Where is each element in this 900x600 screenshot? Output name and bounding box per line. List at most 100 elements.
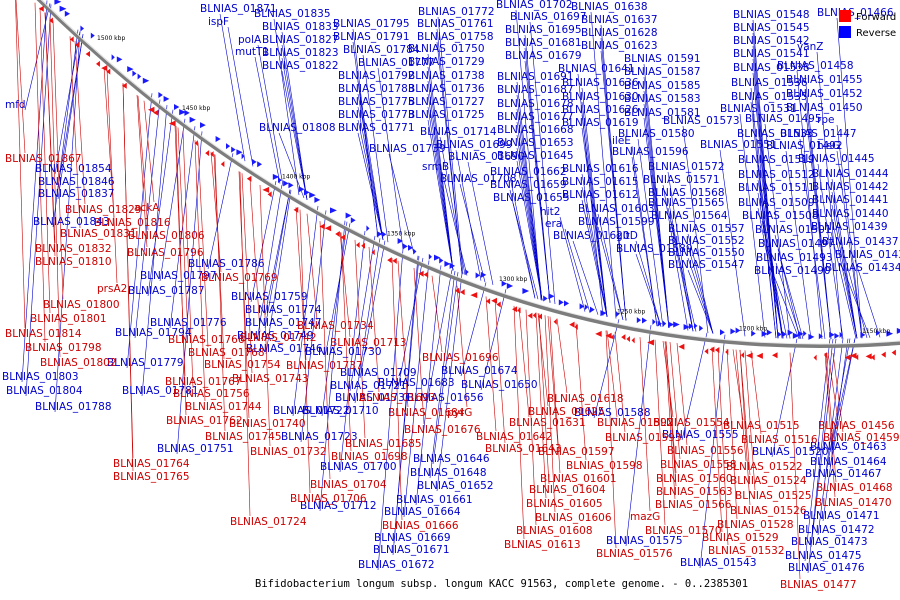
- leader-line: [281, 70, 308, 200]
- forward-gene-arrow: [512, 306, 518, 313]
- gene-label: BLNIAS_01458: [777, 60, 854, 72]
- forward-gene-arrow: [714, 346, 720, 353]
- leader-line: [581, 186, 608, 317]
- leader-line: [597, 226, 624, 321]
- gene-label: BLNIAS_01788: [35, 401, 112, 413]
- gene-label: BLNIAS_01808: [259, 122, 336, 134]
- reverse-gene-arrow: [137, 73, 142, 80]
- leader-line: [319, 221, 331, 480]
- gene-label: BLNIAS_01774: [245, 304, 322, 316]
- gene-label: BLNIAS_01493: [756, 252, 833, 264]
- leader-line: [687, 245, 714, 334]
- forward-gene-arrow: [756, 352, 763, 359]
- reverse-gene-arrow: [787, 329, 794, 336]
- leader-line: [362, 54, 389, 243]
- scale-tick-label: 1450 kbp: [182, 105, 210, 112]
- leader-line: [392, 255, 419, 556]
- leader-line: [804, 338, 831, 562]
- gene-label: BLNIAS_01679: [505, 50, 582, 62]
- forward-gene-arrow: [319, 223, 325, 230]
- gene-label: BLNIAS_01447: [780, 128, 857, 140]
- gene-label: BLNIAS_01501: [755, 224, 832, 236]
- leader-line: [654, 339, 666, 526]
- reverse-gene-arrow: [116, 56, 123, 63]
- gene-label: BLNIAS_01776: [150, 317, 227, 329]
- leader-line: [300, 210, 327, 443]
- gene-label: BLNIAS_01581: [624, 107, 701, 119]
- reverse-gene-arrow: [694, 322, 698, 329]
- reverse-gene-arrow: [80, 25, 85, 32]
- leader-line: [669, 342, 681, 460]
- gene-label: BLNIAS_01685: [345, 438, 422, 450]
- gene-label: BLNIAS_01642: [476, 431, 553, 443]
- leader-line: [15, 0, 26, 329]
- reverse-gene-arrow: [309, 192, 316, 199]
- forward-gene-arrow: [740, 352, 745, 359]
- leader-line: [241, 173, 253, 374]
- gene-label: BLNIAS_01548: [733, 9, 810, 21]
- leader-line: [357, 119, 384, 240]
- gene-label: BLNIAS_01566: [655, 499, 732, 511]
- gene-label: BLNIAS_01585: [624, 80, 701, 92]
- gene-label: BLNIAS_01490: [754, 265, 831, 277]
- gene-label: BLNIAS_01823: [262, 47, 339, 59]
- leader-line: [143, 100, 155, 203]
- gene-label: BLNIAS_01835: [254, 8, 331, 20]
- leader-line: [559, 216, 586, 312]
- gene-label: BLNIAS_01754: [204, 359, 281, 371]
- leader-line: [397, 257, 424, 389]
- gene-label: BLNIAS_01822: [262, 60, 339, 72]
- leader-line: [841, 246, 868, 339]
- leader-line: [377, 67, 404, 250]
- reverse-gene-arrow: [730, 328, 736, 335]
- gene-label: BLNIAS_01777: [358, 57, 435, 69]
- leader-line: [57, 34, 84, 188]
- reverse-gene-arrow: [662, 320, 667, 327]
- leader-line: [547, 316, 559, 447]
- gene-label: BLNIAS_01798: [25, 342, 102, 354]
- leader-line: [136, 95, 148, 248]
- gene-label: BLNIAS_01543: [680, 557, 757, 569]
- leader-line: [455, 149, 482, 281]
- gene-label: BLNIAS_01588: [574, 407, 651, 419]
- gene-label: BLNIAS_01589: [616, 243, 693, 255]
- leader-line: [106, 69, 118, 284]
- leader-line: [137, 95, 149, 231]
- forward-gene-arrow: [553, 318, 557, 325]
- forward-gene-arrow: [470, 292, 478, 299]
- leader-line: [437, 16, 464, 275]
- forward-gene-arrow: [38, 5, 44, 12]
- leader-line: [564, 228, 591, 313]
- leader-line: [581, 127, 608, 317]
- gene-label: BLNIAS_01536: [731, 77, 808, 89]
- gene-label: BLNIAS_01473: [791, 536, 868, 548]
- reverse-gene-arrow: [792, 332, 800, 339]
- gene-label: BLNIAS_01867: [5, 153, 82, 165]
- forward-gene-arrow: [335, 231, 340, 238]
- reverse-gene-arrow: [158, 92, 163, 99]
- gene-label: BLNIAS_01669: [374, 532, 451, 544]
- leader-line: [516, 134, 543, 301]
- reverse-gene-arrow: [642, 317, 647, 324]
- gene-label: BLNIAS_01691: [497, 71, 574, 83]
- scale-tick-label: 1150 kbp: [862, 328, 890, 335]
- gene-label: BLNIAS_01764: [113, 458, 190, 470]
- gene-label: BLNIAS_01843: [33, 216, 110, 228]
- gene-label: BLNIAS_01766: [168, 334, 245, 346]
- gene-label: BLNIAS_01672: [358, 559, 435, 571]
- gene-label: BLNIAS_01492: [766, 140, 843, 152]
- reverse-gene-arrow: [579, 303, 585, 310]
- leader-line: [44, 12, 56, 257]
- reverse-gene-arrow: [668, 321, 675, 328]
- gene-label: BLNIAS_01797: [140, 270, 217, 282]
- gene-label: BLNIAS_01646: [413, 453, 490, 465]
- leader-line: [854, 259, 881, 338]
- leader-line: [764, 123, 791, 339]
- leader-line: [69, 36, 81, 229]
- gene-label: BLNIAS_01668: [497, 124, 574, 136]
- reverse-gene-arrow: [54, 0, 62, 5]
- leader-line: [319, 220, 346, 512]
- leader-line: [15, 0, 26, 154]
- gene-label: BLNIAS_01656: [407, 392, 484, 404]
